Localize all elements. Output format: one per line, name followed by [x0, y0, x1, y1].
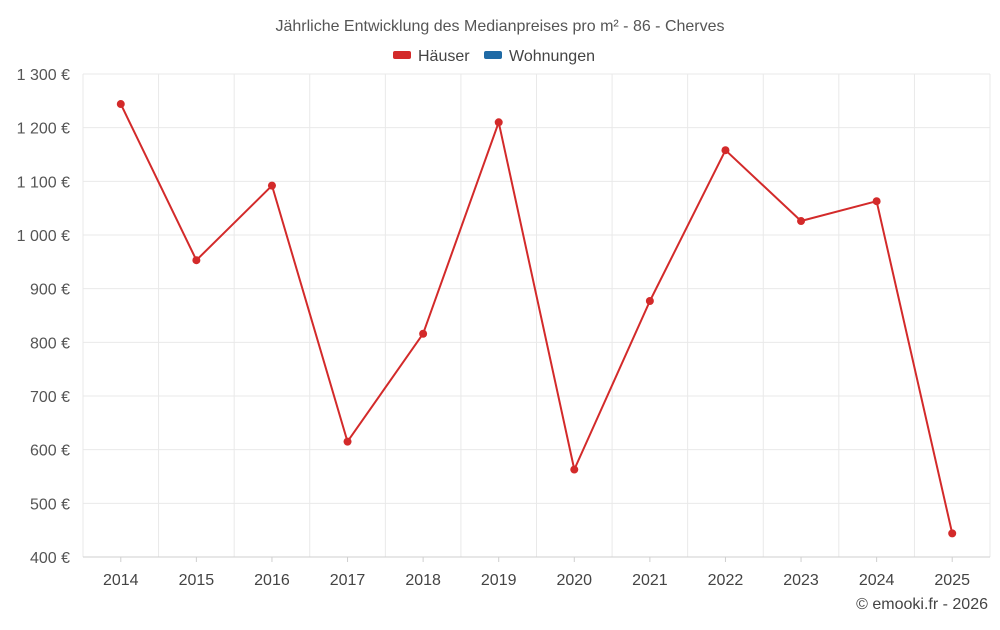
data-point-haeuser[interactable] — [343, 437, 352, 446]
data-point-haeuser[interactable] — [116, 100, 125, 109]
legend-swatch-haeuser — [393, 51, 411, 59]
x-tick-label: 2016 — [254, 572, 290, 589]
credit-text: © emooki.fr - 2026 — [856, 596, 988, 613]
data-point-haeuser[interactable] — [267, 181, 276, 190]
y-tick-label: 600 € — [30, 443, 70, 460]
chart-title: Jährliche Entwicklung des Medianpreises … — [275, 18, 724, 35]
grid — [82, 73, 991, 557]
x-tick-label: 2024 — [859, 572, 895, 589]
x-tick-label: 2014 — [103, 572, 139, 589]
y-tick-label: 1 100 € — [17, 174, 70, 191]
series — [116, 100, 957, 538]
y-tick-label: 400 € — [30, 550, 70, 567]
y-tick-label: 500 € — [30, 496, 70, 513]
data-point-haeuser[interactable] — [721, 146, 730, 155]
y-tick-label: 1 000 € — [17, 228, 70, 245]
x-tick-label: 2022 — [708, 572, 744, 589]
data-point-haeuser[interactable] — [645, 297, 654, 306]
x-tick-label: 2023 — [783, 572, 819, 589]
legend-item-haeuser[interactable]: Häuser — [393, 48, 470, 65]
legend-label-haeuser: Häuser — [418, 48, 470, 65]
data-point-haeuser[interactable] — [192, 256, 201, 265]
x-tick-label: 2021 — [632, 572, 668, 589]
data-point-haeuser[interactable] — [419, 329, 428, 338]
y-tick-label: 800 € — [30, 335, 70, 352]
x-tick-label: 2019 — [481, 572, 517, 589]
x-tick-label: 2020 — [556, 572, 592, 589]
x-tick-label: 2015 — [179, 572, 215, 589]
legend-item-wohnungen[interactable]: Wohnungen — [484, 48, 595, 65]
x-tick-label: 2017 — [330, 572, 366, 589]
y-tick-label: 1 300 € — [17, 67, 70, 84]
data-point-haeuser[interactable] — [494, 118, 503, 127]
x-tick-label: 2018 — [405, 572, 441, 589]
data-point-haeuser[interactable] — [570, 465, 579, 474]
data-point-haeuser[interactable] — [797, 217, 806, 226]
data-point-haeuser[interactable] — [872, 197, 881, 206]
axes: 400 € 500 € 600 € 700 € 800 € 900 € 1 000 € 1 1… — [17, 67, 990, 589]
x-tick-label: 2025 — [934, 572, 970, 589]
legend: Häuser Wohnungen — [393, 48, 595, 65]
y-tick-label: 1 200 € — [17, 121, 70, 138]
y-tick-label: 700 € — [30, 389, 70, 406]
data-point-haeuser[interactable] — [948, 529, 957, 538]
legend-swatch-wohnungen — [484, 51, 502, 59]
legend-label-wohnungen: Wohnungen — [509, 48, 595, 65]
series-line-haeuser — [119, 103, 954, 534]
y-tick-label: 900 € — [30, 282, 70, 299]
